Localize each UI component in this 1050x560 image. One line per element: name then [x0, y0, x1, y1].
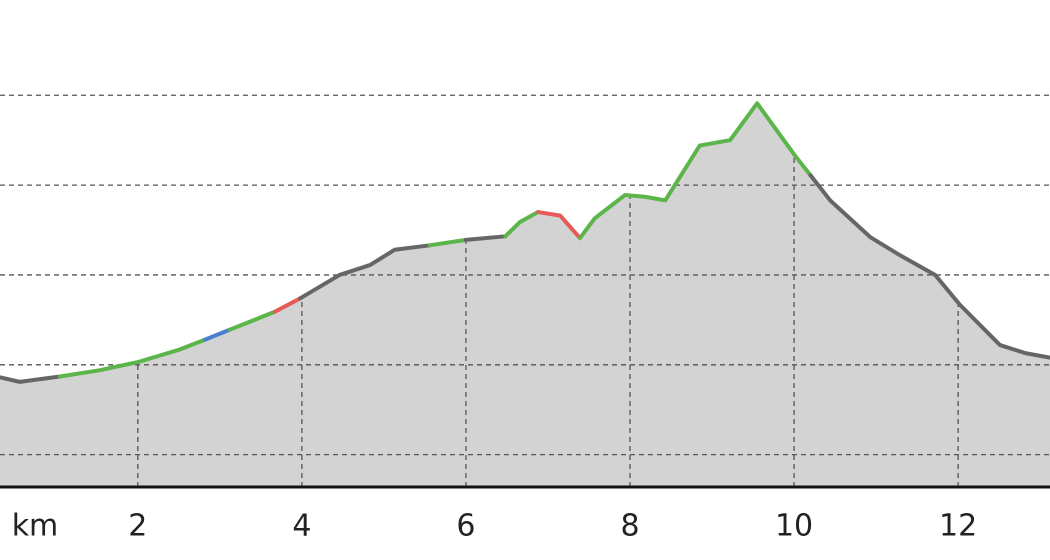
x-tick-label: 2 — [128, 509, 147, 544]
profile-line — [203, 327, 232, 342]
area-fill — [429, 239, 467, 488]
grid-layer — [0, 94, 1050, 487]
profile-line — [298, 243, 432, 301]
profile-line — [272, 296, 303, 314]
profile-line — [463, 234, 508, 242]
area-layer — [0, 102, 1050, 488]
area-fill — [299, 244, 431, 488]
profile-line — [808, 173, 1050, 360]
profile-line — [427, 237, 468, 248]
area-fill — [0, 375, 61, 488]
profile-line — [227, 309, 277, 332]
profile-line — [536, 210, 582, 241]
x-tick-label: 6 — [456, 509, 475, 544]
x-tick-label: 8 — [620, 509, 639, 544]
profile-line — [57, 337, 208, 379]
profile-line — [503, 210, 541, 239]
label-layer: 2 4 6 8 10 12 — [128, 509, 977, 544]
profile-line — [0, 374, 62, 384]
x-tick-label: 4 — [292, 509, 311, 544]
area-fill — [537, 211, 581, 488]
area-fill — [579, 102, 811, 488]
area-fill — [229, 311, 276, 488]
area-fill — [274, 297, 301, 488]
area-fill — [504, 211, 539, 488]
area-fill — [809, 173, 1050, 488]
profile-line — [577, 101, 813, 241]
area-fill — [204, 329, 231, 488]
x-axis-label: km — [12, 509, 59, 544]
line-layer — [0, 101, 1050, 384]
x-tick-label: 12 — [939, 509, 977, 544]
area-fill — [465, 235, 506, 488]
x-tick-label: 10 — [775, 509, 813, 544]
